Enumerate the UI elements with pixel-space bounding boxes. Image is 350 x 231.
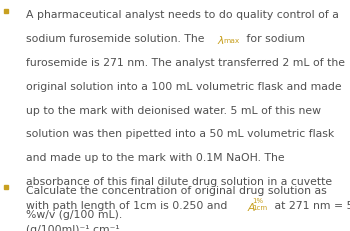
Text: $\lambda$: $\lambda$	[217, 34, 225, 46]
Text: with path length of 1cm is 0.250 and: with path length of 1cm is 0.250 and	[26, 201, 231, 211]
Text: original solution into a 100 mL volumetric flask and made: original solution into a 100 mL volumetr…	[26, 82, 342, 92]
Text: sodium furosemide solution. The: sodium furosemide solution. The	[26, 34, 208, 44]
Text: up to the mark with deionised water. 5 mL of this new: up to the mark with deionised water. 5 m…	[26, 106, 321, 116]
Text: $A$: $A$	[247, 201, 256, 213]
Text: at 271 nm = 500: at 271 nm = 500	[272, 201, 350, 211]
Text: absorbance of this final dilute drug solution in a cuvette: absorbance of this final dilute drug sol…	[26, 177, 332, 187]
Text: A pharmaceutical analyst needs to do quality control of a: A pharmaceutical analyst needs to do qua…	[26, 10, 339, 20]
Text: Calculate the concentration of original drug solution as: Calculate the concentration of original …	[26, 186, 327, 196]
Text: %w/v (g/100 mL).: %w/v (g/100 mL).	[26, 210, 122, 220]
Text: solution was then pipetted into a 50 mL volumetric flask: solution was then pipetted into a 50 mL …	[26, 129, 335, 139]
Text: furosemide is 271 nm. The analyst transferred 2 mL of the: furosemide is 271 nm. The analyst transf…	[26, 58, 345, 68]
Text: 1cm: 1cm	[252, 205, 267, 211]
Text: for sodium: for sodium	[243, 34, 304, 44]
Text: max: max	[223, 39, 240, 45]
Text: (g/100ml)⁻¹ cm⁻¹.: (g/100ml)⁻¹ cm⁻¹.	[26, 225, 123, 231]
Text: 1%: 1%	[252, 198, 264, 204]
Text: and made up to the mark with 0.1M NaOH. The: and made up to the mark with 0.1M NaOH. …	[26, 153, 285, 163]
